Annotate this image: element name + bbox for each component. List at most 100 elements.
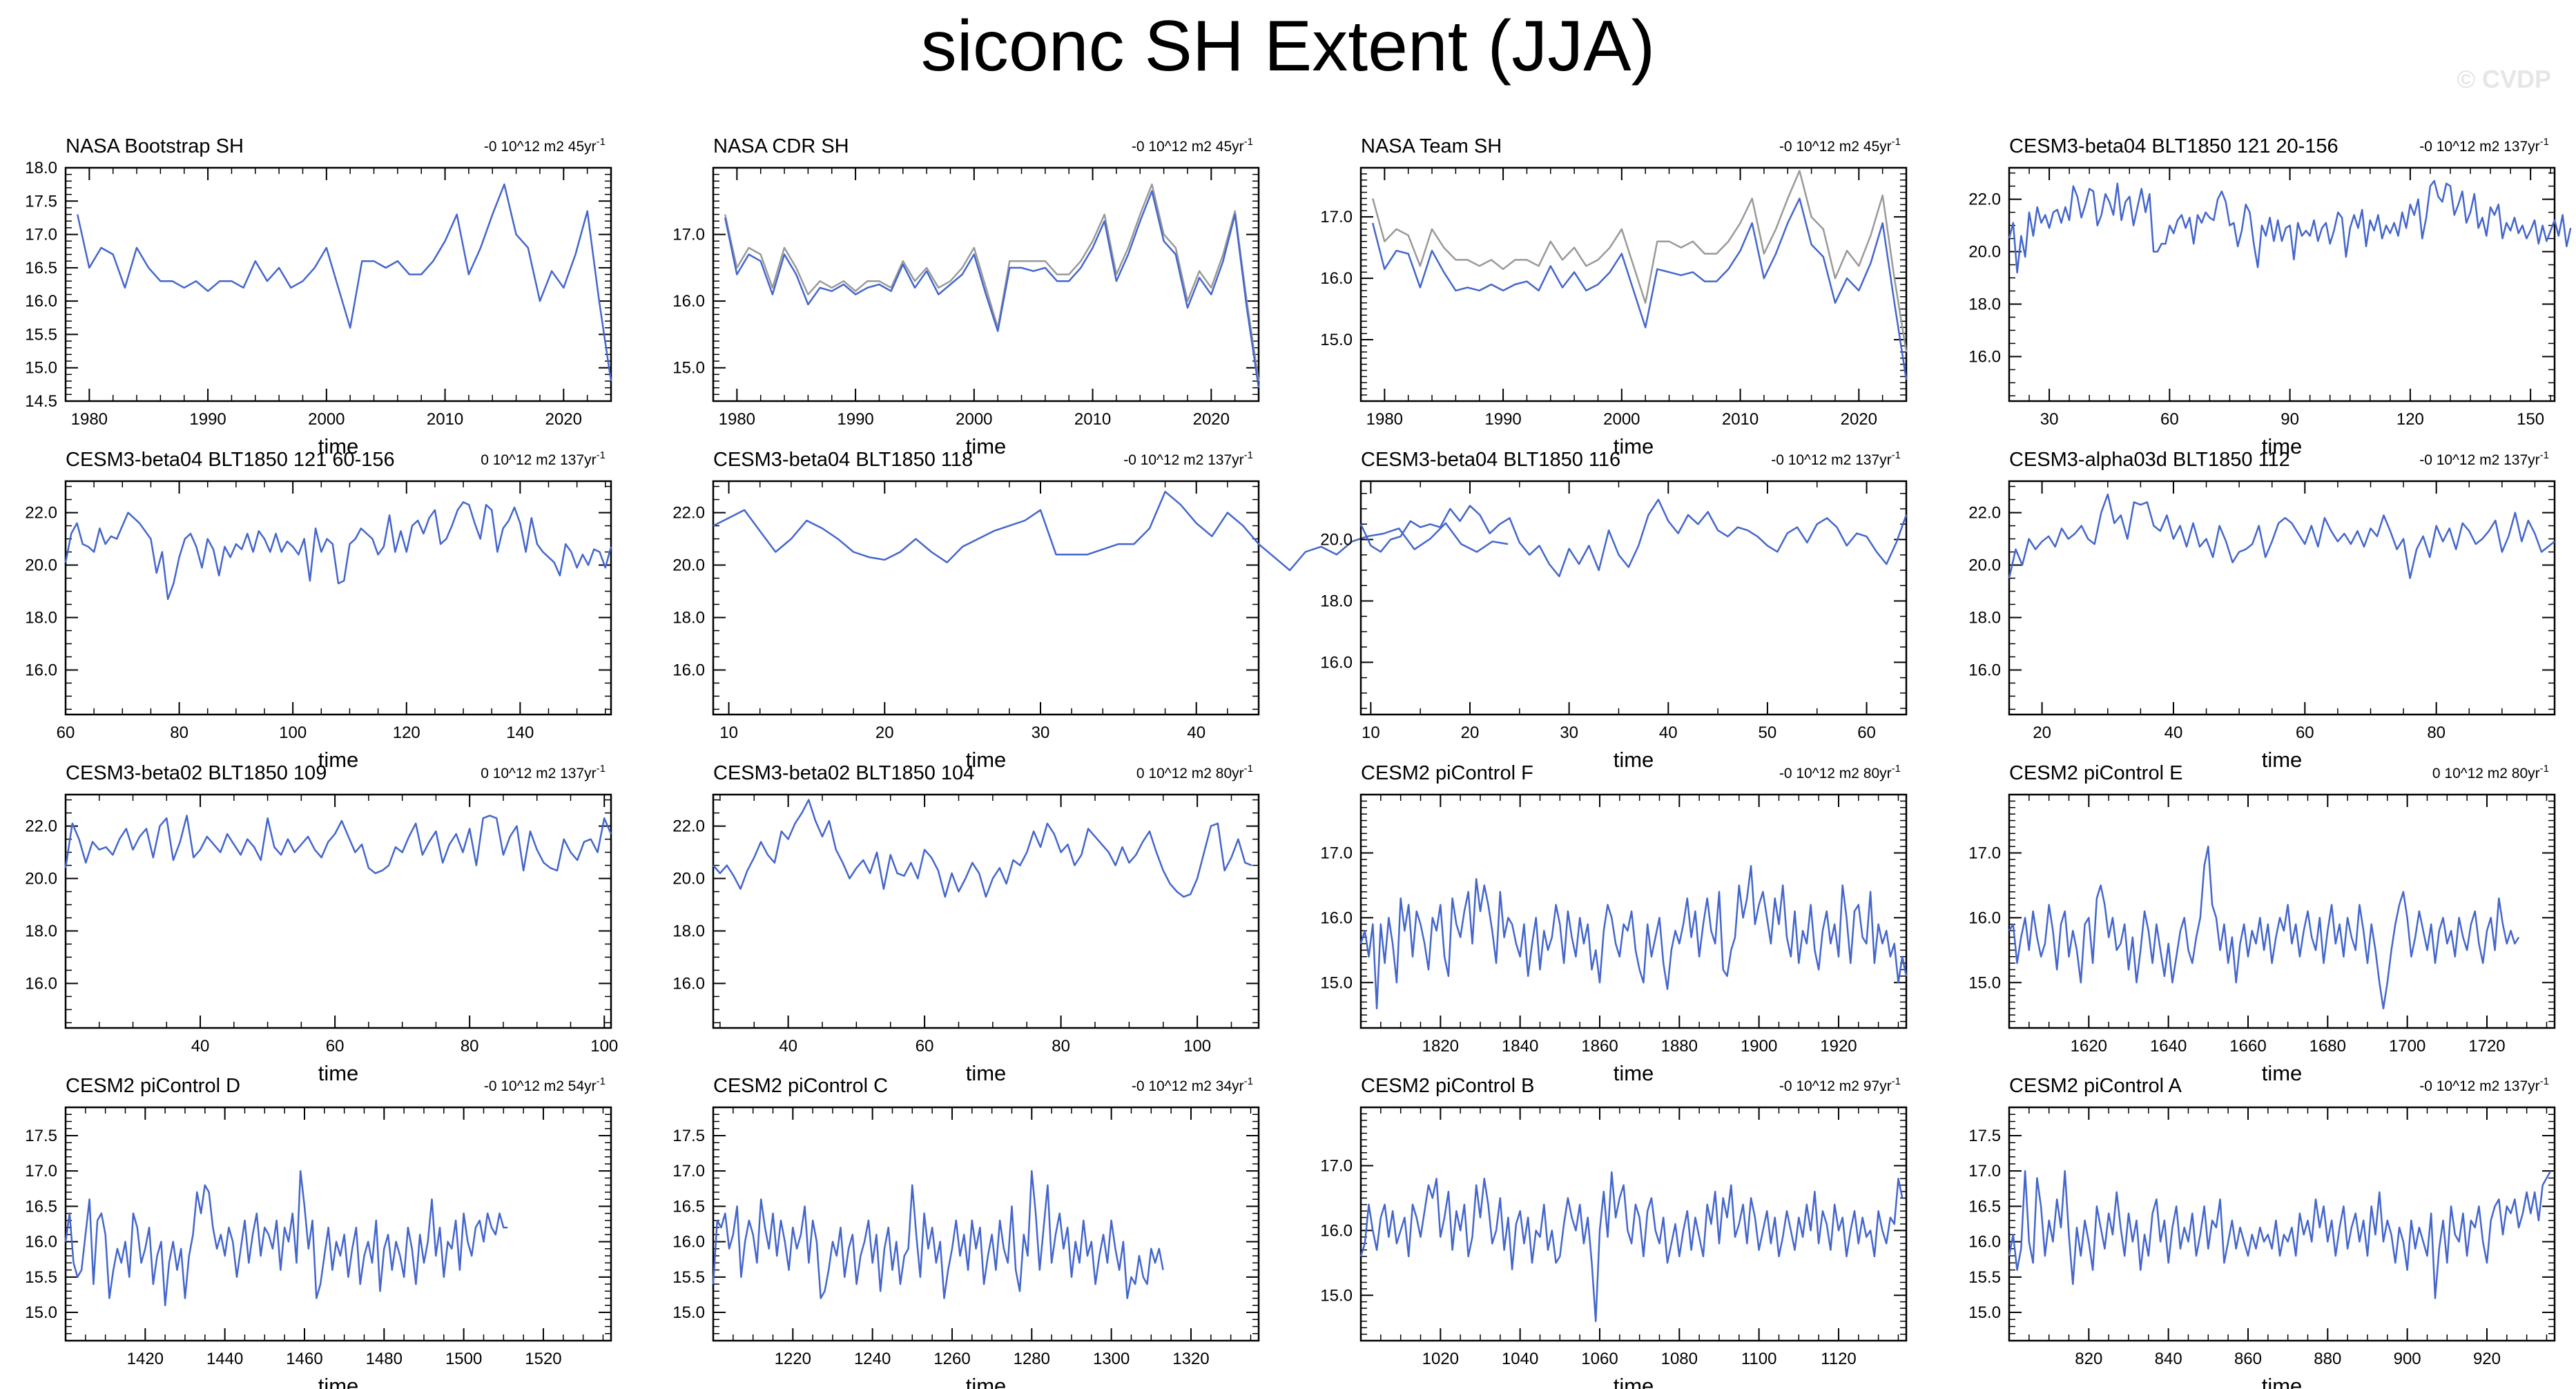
x-tick-label: 1280 [1014, 1350, 1050, 1368]
x-tick-label: 1040 [1502, 1350, 1538, 1368]
x-axis-label: time [1614, 1374, 1654, 1389]
x-tick-label: 1500 [445, 1350, 482, 1368]
x-tick-label: 2000 [956, 410, 992, 429]
y-tick-label: 16.0 [25, 661, 57, 679]
y-tick-label: 15.0 [672, 1303, 705, 1322]
x-axis-label: time [1614, 1061, 1654, 1085]
y-tick-label: 20.0 [1968, 556, 2001, 575]
y-tick-label: 22.0 [25, 817, 57, 836]
chart-panel-16: 820 840 860 880 900 920 15.0 15.5 16.0 16.5 17.0 17… [1968, 1075, 2556, 1389]
series-line-1 [713, 490, 1509, 572]
panel-stats: -0 10^12 m2 45yr-1 [1779, 136, 1901, 155]
plot-frame [712, 1106, 1260, 1342]
y-tick-label: 17.0 [1320, 844, 1353, 863]
chart-panel-5: 60 80 100 120 140 16.0 18.0 20.0 22.0 CESM3-beta0… [25, 449, 612, 772]
panel-stats: 0 10^12 m2 137yr-1 [481, 763, 606, 781]
series-line-1 [1359, 498, 1908, 578]
y-tick-label: 16.0 [1320, 909, 1353, 927]
x-tick-label: 60 [1857, 723, 1876, 742]
x-tick-label: 10 [719, 723, 738, 742]
plot-frame [1359, 793, 1908, 1029]
y-tick-label: 17.0 [1968, 1162, 2001, 1181]
x-tick-label: 2020 [1841, 410, 1877, 429]
x-tick-label: 1990 [837, 410, 873, 429]
y-tick-label: 20.0 [1320, 531, 1353, 550]
y-tick-label: 20.0 [672, 556, 705, 575]
x-tick-label: 1660 [2229, 1037, 2266, 1056]
x-axis-label: time [318, 1061, 359, 1085]
x-tick-label: 90 [2280, 410, 2299, 429]
series-line-1 [2008, 179, 2572, 274]
series-line-1 [1359, 865, 1908, 1010]
x-tick-label: 100 [590, 1037, 618, 1056]
x-axis-label: time [966, 1374, 1007, 1389]
y-tick-label: 17.0 [672, 1162, 705, 1181]
plot-frame [2008, 1106, 2556, 1342]
y-tick-label: 16.0 [672, 661, 705, 679]
panel-title: CESM3-beta04 BLT1850 121 60-156 [66, 449, 395, 471]
series-line-1 [2008, 1169, 2552, 1299]
y-tick-label: 17.0 [25, 1162, 57, 1181]
y-tick-label: 16.0 [1320, 653, 1353, 672]
x-tick-label: 1260 [933, 1350, 970, 1368]
y-tick-label: 18.0 [25, 608, 57, 627]
y-tick-label: 22.0 [25, 504, 57, 523]
y-tick-label: 18.0 [1968, 295, 2001, 313]
plot-frame [1359, 480, 1908, 716]
y-tick-label: 15.0 [1320, 1286, 1353, 1305]
chart-panel-15: 1020 1040 1060 1080 1100 1120 15.0 16.0 17.0 CESM… [1320, 1075, 1908, 1389]
chart-panel-10: 40 60 80 100 16.0 18.0 20.0 22.0 CESM3-beta02 BL… [672, 762, 1260, 1085]
x-tick-label: 1920 [1820, 1037, 1857, 1056]
series-line-1 [64, 501, 612, 601]
y-tick-label: 16.0 [672, 974, 705, 993]
y-tick-label: 15.0 [1968, 1303, 2001, 1322]
panel-title: NASA CDR SH [713, 135, 849, 157]
panel-stats: -0 10^12 m2 54yr-1 [484, 1076, 606, 1094]
x-tick-label: 1640 [2150, 1037, 2187, 1056]
y-tick-label: 20.0 [1968, 243, 2001, 262]
series-line-1 [712, 1169, 1164, 1299]
x-axis-label: time [966, 1061, 1007, 1085]
x-tick-label: 1990 [1484, 410, 1521, 429]
y-tick-label: 15.0 [672, 359, 705, 378]
x-tick-label: 1440 [206, 1350, 243, 1368]
panel-stats: -0 10^12 m2 137yr-1 [1123, 449, 1253, 468]
panel-stats: -0 10^12 m2 137yr-1 [2419, 1076, 2549, 1094]
chart-panel-2: 1980 1990 2000 2010 2020 15.0 16.0 17.0 NASA CDR… [672, 135, 1260, 458]
panel-title: NASA Team SH [1361, 135, 1502, 157]
series-line-2 [724, 190, 1260, 388]
panel-stats: -0 10^12 m2 45yr-1 [484, 136, 606, 155]
x-tick-label: 1880 [1661, 1037, 1698, 1056]
x-axis-label: time [1614, 748, 1654, 772]
panel-title: CESM2 piControl B [1361, 1075, 1534, 1097]
y-tick-label: 16.0 [1968, 661, 2001, 679]
chart-panel-4: 30 60 90 120 150 16.0 18.0 20.0 22.0 CESM3-beta04… [1968, 135, 2572, 458]
x-tick-label: 30 [1032, 723, 1050, 742]
y-tick-label: 16.0 [672, 1233, 705, 1252]
y-tick-label: 18.0 [25, 922, 57, 940]
y-tick-label: 22.0 [672, 504, 705, 523]
plot-frame [712, 480, 1260, 716]
x-tick-label: 900 [2394, 1350, 2421, 1368]
plot-frame [2008, 793, 2556, 1029]
x-axis-label: time [966, 434, 1007, 458]
x-tick-label: 60 [326, 1037, 345, 1056]
x-tick-label: 80 [461, 1037, 479, 1056]
plot-frame [2008, 480, 2556, 716]
y-tick-label: 15.0 [25, 1303, 57, 1322]
y-tick-label: 15.0 [1320, 331, 1353, 349]
y-tick-label: 20.0 [25, 870, 57, 888]
x-tick-label: 2000 [1603, 410, 1640, 429]
series-line-1 [724, 183, 1260, 382]
chart-panel-8: 20 40 60 80 16.0 18.0 20.0 22.0 CESM3-alpha03d B… [1968, 449, 2556, 772]
plot-frame [712, 793, 1260, 1029]
x-tick-label: 1420 [127, 1350, 164, 1368]
chart-panel-3: 1980 1990 2000 2010 2020 15.0 16.0 17.0 NASA Tea… [1320, 135, 1908, 458]
panel-stats: -0 10^12 m2 137yr-1 [2419, 136, 2549, 155]
x-tick-label: 1900 [1741, 1037, 1777, 1056]
panel-title: CESM3-alpha03d BLT1850 112 [2009, 449, 2290, 471]
panel-stats: 0 10^12 m2 80yr-1 [2432, 763, 2549, 781]
series-line-1 [2008, 845, 2520, 1010]
y-tick-label: 15.0 [1320, 973, 1353, 992]
